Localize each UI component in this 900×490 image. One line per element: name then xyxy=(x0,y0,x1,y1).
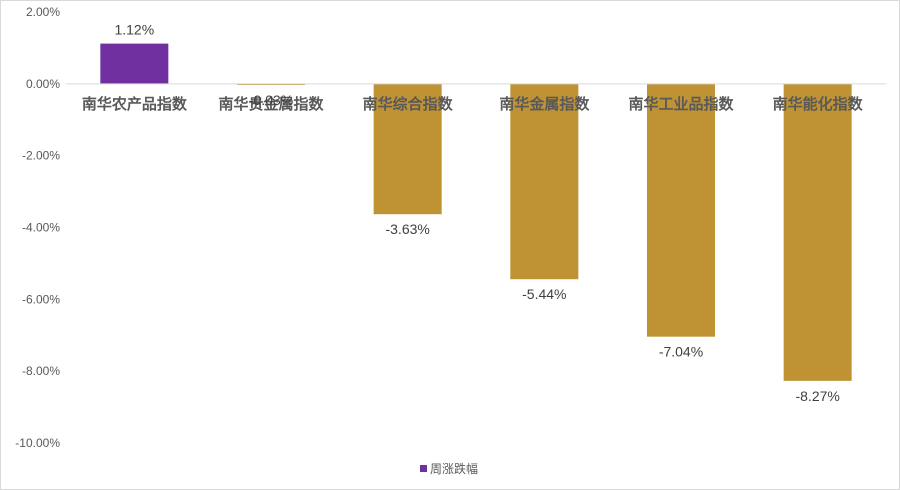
bar xyxy=(373,83,442,215)
y-tick-label: 0.00% xyxy=(26,77,60,91)
legend: 周涨跌幅 xyxy=(420,461,478,476)
bar xyxy=(510,83,579,280)
category-label: 南华工业品指数 xyxy=(628,95,734,113)
category-label: 南华贵金属指数 xyxy=(218,95,324,113)
y-tick-label: -8.00% xyxy=(22,364,60,378)
bar xyxy=(100,43,169,84)
category-label: 南华金属指数 xyxy=(499,95,590,113)
y-tick-label: -4.00% xyxy=(22,221,60,235)
y-tick-label: 2.00% xyxy=(26,5,60,19)
category-label: 南华综合指数 xyxy=(363,95,454,113)
data-label: -8.27% xyxy=(795,388,839,404)
legend-label: 周涨跌幅 xyxy=(430,461,478,476)
data-label: -3.63% xyxy=(385,221,429,237)
legend-swatch xyxy=(420,465,427,472)
y-tick-label: -10.00% xyxy=(15,436,60,450)
bars xyxy=(100,43,852,381)
data-labels: 1.12% -0.03% -3.63% -5.44% -7.04% -8.27% xyxy=(114,22,839,404)
bar xyxy=(647,83,715,337)
bar xyxy=(783,83,852,381)
data-label: -5.44% xyxy=(522,286,566,302)
category-label: 南华能化指数 xyxy=(773,95,864,113)
category-labels: 南华农产品指数 南华贵金属指数 南华综合指数 南华金属指数 南华工业品指数 南华能化指数 xyxy=(82,95,864,113)
data-label: -7.04% xyxy=(659,344,703,360)
category-label: 南华农产品指数 xyxy=(82,95,188,113)
data-label: -0.03% xyxy=(249,92,293,108)
y-tick-label: -2.00% xyxy=(22,149,60,163)
bar xyxy=(237,83,305,85)
data-label: 1.12% xyxy=(114,22,154,38)
y-axis-ticks: 2.00% 0.00% -2.00% -4.00% -6.00% -8.00% -10.00… xyxy=(15,5,60,450)
y-tick-label: -6.00% xyxy=(22,292,60,306)
